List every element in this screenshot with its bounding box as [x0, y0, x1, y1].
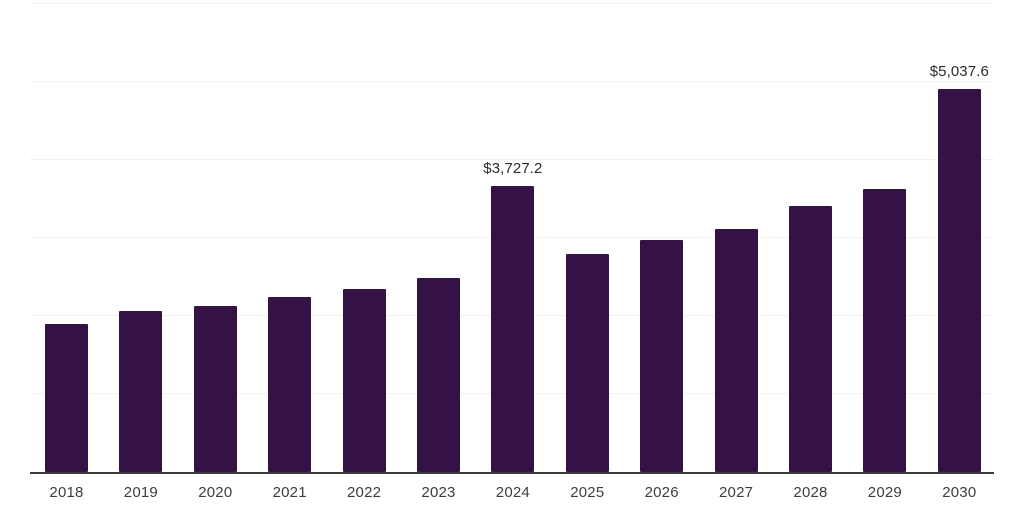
bar-rect[interactable]	[491, 186, 535, 472]
x-tick-2023: 2023	[421, 484, 456, 501]
x-tick-2021: 2021	[272, 484, 307, 501]
bar-2027[interactable]	[714, 228, 758, 472]
bar-rect[interactable]	[342, 289, 386, 472]
x-axis-line	[30, 472, 994, 474]
bar-rect[interactable]	[45, 324, 88, 472]
gridline	[30, 3, 994, 4]
x-tick-2025: 2025	[570, 484, 605, 501]
bar-rect[interactable]	[193, 305, 237, 472]
x-tick-2024: 2024	[495, 484, 530, 501]
bar-rect[interactable]	[937, 88, 981, 472]
bar-rect[interactable]	[714, 228, 758, 472]
bar-2030[interactable]: $5,037.6	[930, 63, 989, 472]
bar-2026[interactable]	[640, 240, 684, 472]
bar-2028[interactable]	[789, 206, 832, 472]
bar-2021[interactable]	[268, 296, 312, 472]
bar-2022[interactable]	[342, 289, 386, 472]
x-tick-2022: 2022	[347, 484, 382, 501]
gridline	[30, 159, 994, 160]
bar-rect[interactable]	[119, 311, 163, 472]
bar-2019[interactable]	[119, 311, 163, 472]
bar-rect[interactable]	[789, 206, 832, 472]
gridline	[30, 81, 994, 82]
bar-2029[interactable]	[863, 188, 907, 472]
bar-rect[interactable]	[565, 254, 609, 472]
bar-value-label: $5,037.6	[929, 62, 989, 80]
bar-value-label: $3,727.2	[483, 160, 543, 178]
bar-rect[interactable]	[268, 296, 312, 472]
x-tick-2028: 2028	[793, 484, 828, 501]
x-tick-2029: 2029	[867, 484, 902, 501]
x-tick-2018: 2018	[49, 484, 84, 501]
bar-2018[interactable]	[45, 324, 88, 472]
bar-2024[interactable]: $3,727.2	[483, 160, 542, 472]
x-tick-2026: 2026	[644, 484, 679, 501]
bar-2023[interactable]	[417, 278, 460, 472]
bar-rect[interactable]	[863, 188, 907, 472]
x-tick-2019: 2019	[123, 484, 158, 501]
bar-rect[interactable]	[640, 240, 684, 472]
bar-2025[interactable]	[565, 254, 609, 472]
x-tick-2027: 2027	[719, 484, 754, 501]
x-tick-2020: 2020	[198, 484, 233, 501]
bar-rect[interactable]	[417, 278, 460, 472]
bar-2020[interactable]	[193, 305, 237, 472]
x-tick-2030: 2030	[942, 484, 977, 501]
